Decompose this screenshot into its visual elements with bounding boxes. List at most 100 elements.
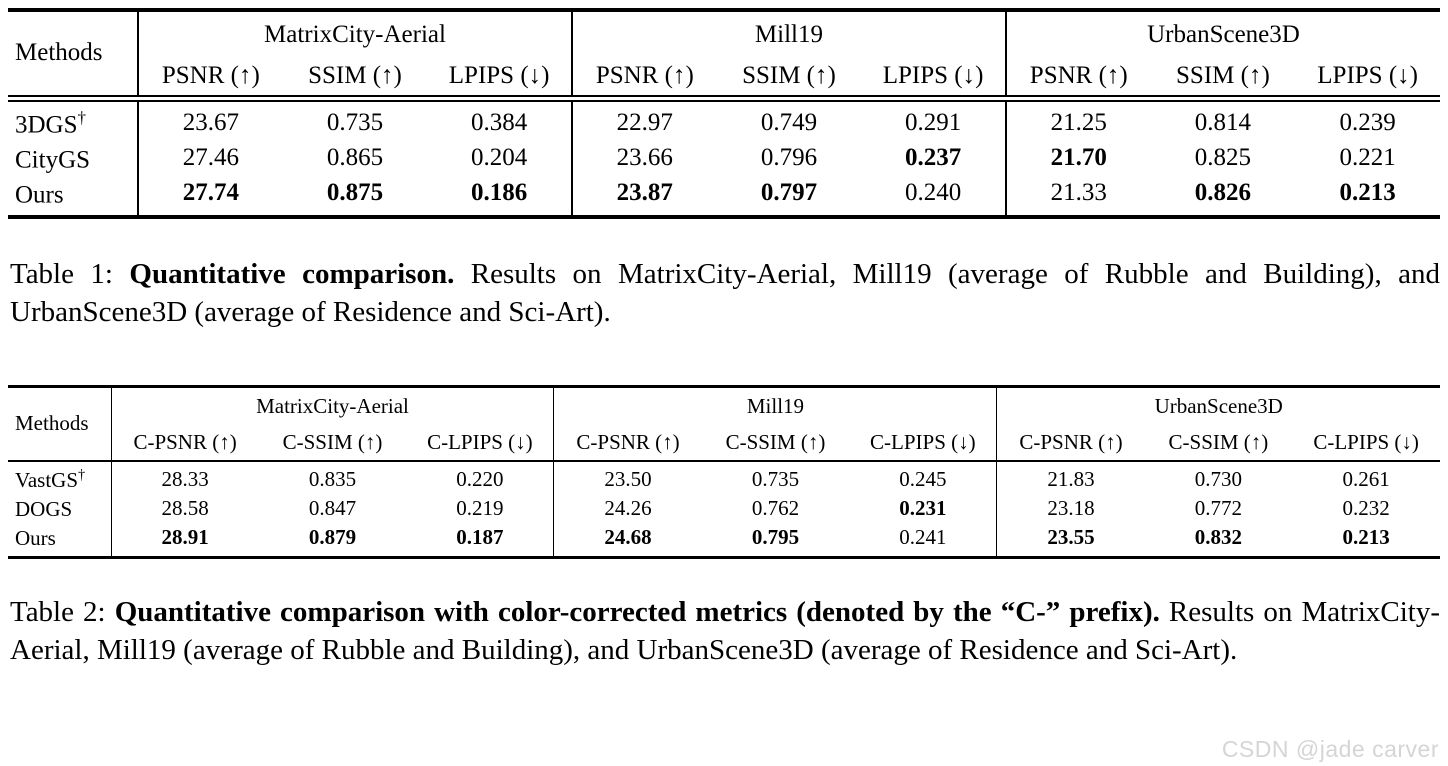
table-row-citygs: CityGS 27.46 0.865 0.204 23.66 0.796 0.2…	[8, 138, 1440, 178]
column-header-psnr: PSNR (↑)	[1004, 57, 1151, 102]
column-header-methods: Methods	[8, 386, 111, 462]
caption-body-text: Results on MatrixCity-Aerial, Mill19 (av…	[10, 258, 1440, 329]
metric-value: 24.68	[553, 524, 702, 558]
metric-value: 21.25	[1004, 98, 1151, 139]
metric-value: 0.245	[899, 467, 947, 492]
dataset-group-header-mill19: Mill19	[553, 386, 997, 425]
metric-value: 0.241	[899, 525, 947, 550]
metric-value: 0.261	[1342, 467, 1390, 492]
table-1-caption: Table 1: Quantitative comparison. Result…	[10, 255, 1440, 331]
csdn-watermark: CSDN @jade carver	[1221, 736, 1439, 762]
metric-value: 0.730	[1194, 467, 1243, 492]
metric-value: 23.87	[570, 177, 717, 218]
dagger-mark: †	[77, 107, 87, 127]
metric-value: 0.762	[751, 496, 800, 521]
column-header-ssim: SSIM (↑)	[282, 57, 428, 102]
metric-value: 23.67	[137, 98, 283, 139]
metric-value: 0.835	[308, 467, 357, 492]
dataset-group-header-urbanscene3d: UrbanScene3D	[996, 386, 1440, 425]
table-2-color-corrected-comparison: Methods MatrixCity-Aerial Mill19 UrbanSc…	[8, 385, 1440, 559]
metric-value: 21.33	[1004, 177, 1151, 218]
table-row-dogs: DOGS 28.58 0.847 0.219 24.26 0.762 0.231…	[8, 492, 1440, 525]
column-header-lpips: LPIPS (↓)	[427, 57, 572, 102]
metric-value: 28.91	[110, 524, 259, 558]
metric-value: 24.26	[553, 492, 702, 525]
column-header-lpips: LPIPS (↓)	[1295, 57, 1440, 102]
metric-value: 27.46	[137, 138, 283, 178]
column-header-c-psnr: C-PSNR (↑)	[996, 424, 1145, 462]
metric-value: 21.70	[1004, 138, 1151, 178]
dataset-group-header-mill19: Mill19	[570, 10, 1006, 57]
method-name: Ours	[15, 181, 64, 209]
dataset-group-header-urbanscene3d: UrbanScene3D	[1004, 10, 1440, 57]
column-header-c-ssim: C-SSIM (↑)	[258, 424, 407, 462]
method-name: Ours	[15, 525, 56, 550]
caption-label: Table 2:	[10, 595, 115, 628]
metric-value: 0.231	[899, 496, 947, 521]
metric-value: 0.213	[1339, 179, 1396, 207]
column-header-c-lpips: C-LPIPS (↓)	[406, 424, 554, 462]
method-name: 3DGS†	[15, 107, 87, 138]
caption-label: Table 1:	[10, 258, 130, 291]
column-header-ssim: SSIM (↑)	[716, 57, 862, 102]
metric-value: 23.55	[996, 524, 1145, 558]
metric-value: 0.879	[308, 525, 357, 550]
metric-value: 0.237	[904, 144, 962, 172]
metric-value: 0.221	[1339, 144, 1396, 172]
metric-value: 0.384	[471, 109, 528, 137]
table-row-ours: Ours 28.91 0.879 0.187 24.68 0.795 0.241…	[8, 524, 1440, 558]
table-row-3dgs: 3DGS† 23.67 0.735 0.384 22.97 0.749 0.29…	[8, 98, 1440, 139]
method-name: DOGS	[15, 496, 73, 521]
method-name: CityGS	[15, 145, 91, 173]
metric-value: 23.50	[553, 460, 702, 493]
column-header-c-lpips: C-LPIPS (↓)	[849, 424, 997, 462]
metric-value: 0.826	[1194, 179, 1252, 207]
table-2-caption: Table 2: Quantitative comparison with co…	[10, 593, 1440, 669]
metric-value: 0.240	[904, 179, 962, 207]
metric-value: 0.825	[1194, 144, 1252, 172]
metric-value: 0.865	[326, 144, 384, 172]
metric-value: 0.749	[760, 109, 818, 137]
column-header-ssim: SSIM (↑)	[1150, 57, 1296, 102]
metric-value: 0.735	[326, 109, 384, 137]
metric-value: 0.797	[760, 179, 818, 207]
metric-value: 0.832	[1194, 525, 1243, 550]
column-header-c-ssim: C-SSIM (↑)	[1144, 424, 1293, 462]
metric-value: 0.847	[308, 496, 357, 521]
metric-value: 0.795	[751, 525, 800, 550]
metric-value: 0.186	[471, 179, 528, 207]
metric-value: 0.239	[1339, 109, 1396, 137]
metric-value: 28.33	[110, 460, 259, 493]
metric-value: 23.66	[570, 138, 717, 178]
dataset-group-header-matrixcity: MatrixCity-Aerial	[137, 10, 572, 57]
caption-bold-title: Quantitative comparison with color-corre…	[114, 595, 1160, 628]
table-row-vastgs: VastGS† 28.33 0.835 0.220 23.50 0.735 0.…	[8, 460, 1440, 493]
metric-value: 0.875	[326, 179, 384, 207]
table-row-ours: Ours 27.74 0.875 0.186 23.87 0.797 0.240…	[8, 177, 1440, 218]
metric-value: 0.204	[471, 144, 528, 172]
dataset-group-header-matrixcity: MatrixCity-Aerial	[110, 386, 554, 425]
column-header-psnr: PSNR (↑)	[137, 57, 283, 102]
metric-value: 22.97	[570, 98, 717, 139]
caption-bold-title: Quantitative comparison.	[129, 258, 455, 291]
metric-value: 0.772	[1194, 496, 1243, 521]
metric-value: 0.219	[456, 496, 504, 521]
column-header-lpips: LPIPS (↓)	[861, 57, 1006, 102]
metric-value: 0.213	[1342, 525, 1390, 550]
metric-value: 21.83	[996, 460, 1145, 493]
paper-page: Methods MatrixCity-Aerial Mill19 UrbanSc…	[8, 8, 1440, 669]
metric-value: 0.291	[904, 109, 962, 137]
metric-value: 0.796	[760, 144, 818, 172]
dagger-mark: †	[78, 466, 86, 483]
metric-value: 27.74	[137, 177, 283, 218]
method-name: VastGS†	[15, 466, 86, 492]
metric-value: 0.187	[456, 525, 504, 550]
column-header-psnr: PSNR (↑)	[570, 57, 717, 102]
caption-body-text: Results on MatrixCity-Aerial, Mill19 (av…	[10, 595, 1441, 666]
table-1-quantitative-comparison: Methods MatrixCity-Aerial Mill19 UrbanSc…	[8, 8, 1440, 220]
column-header-c-ssim: C-SSIM (↑)	[701, 424, 850, 462]
metric-value: 0.232	[1342, 496, 1390, 521]
column-header-c-psnr: C-PSNR (↑)	[553, 424, 702, 462]
metric-value: 23.18	[996, 492, 1145, 525]
metric-value: 28.58	[110, 492, 259, 525]
